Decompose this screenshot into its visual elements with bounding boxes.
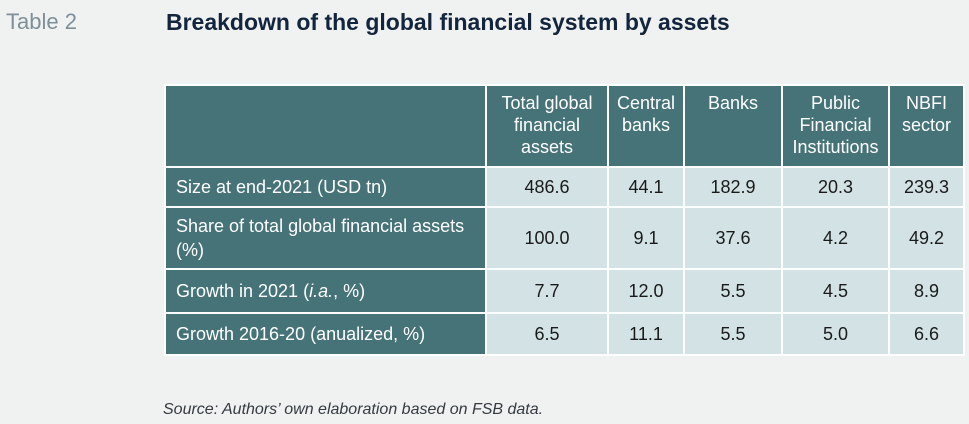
header-banks: Banks [683, 84, 783, 168]
cell-value: 239.3 [888, 166, 965, 208]
cell-value: 44.1 [607, 166, 685, 208]
header-total-global-financial-assets: Total global financial assets [485, 84, 609, 168]
cell-value: 9.1 [607, 206, 685, 270]
cell-value: 4.2 [781, 206, 890, 270]
cell-value: 486.6 [485, 166, 609, 208]
header-public-financial-institutions: Public Financial Institutions [781, 84, 890, 168]
cell-value: 6.5 [485, 312, 609, 356]
financial-assets-table: Total global financial assets Central ba… [164, 84, 965, 356]
row-label-suffix: , %) [333, 281, 366, 301]
header-central-banks: Central banks [607, 84, 685, 168]
row-label-prefix: Growth in 2021 ( [176, 281, 310, 301]
cell-value: 6.6 [888, 312, 965, 356]
cell-value: 8.9 [888, 268, 965, 314]
cell-value: 12.0 [607, 268, 685, 314]
table-row: Growth in 2021 (i.a., %) 7.7 12.0 5.5 4.… [164, 268, 965, 314]
table-row: Size at end-2021 (USD tn) 486.6 44.1 182… [164, 166, 965, 208]
cell-value: 5.5 [683, 268, 783, 314]
cell-value: 49.2 [888, 206, 965, 270]
cell-value: 5.0 [781, 312, 890, 356]
cell-value: 100.0 [485, 206, 609, 270]
row-label-italic: i.a. [309, 281, 334, 301]
row-label-growth-2021: Growth in 2021 (i.a., %) [164, 268, 487, 314]
header-corner-cell [164, 84, 487, 168]
row-label-growth-2016-20: Growth 2016-20 (anualized, %) [164, 312, 487, 356]
cell-value: 182.9 [683, 166, 783, 208]
row-label-size: Size at end-2021 (USD tn) [164, 166, 487, 208]
header-row: Total global financial assets Central ba… [164, 84, 965, 168]
table-title: Breakdown of the global financial system… [166, 9, 730, 35]
table-row: Growth 2016-20 (anualized, %) 6.5 11.1 5… [164, 312, 965, 356]
cell-value: 11.1 [607, 312, 685, 356]
cell-value: 4.5 [781, 268, 890, 314]
header-nbfi-sector: NBFI sector [888, 84, 965, 168]
table-row: Share of total global financial assets (… [164, 206, 965, 270]
cell-value: 37.6 [683, 206, 783, 270]
table-number-label: Table 2 [6, 9, 77, 34]
cell-value: 5.5 [683, 312, 783, 356]
row-label-share: Share of total global financial assets (… [164, 206, 487, 270]
source-note: Source: Authors’ own elaboration based o… [163, 401, 544, 418]
cell-value: 7.7 [485, 268, 609, 314]
cell-value: 20.3 [781, 166, 890, 208]
